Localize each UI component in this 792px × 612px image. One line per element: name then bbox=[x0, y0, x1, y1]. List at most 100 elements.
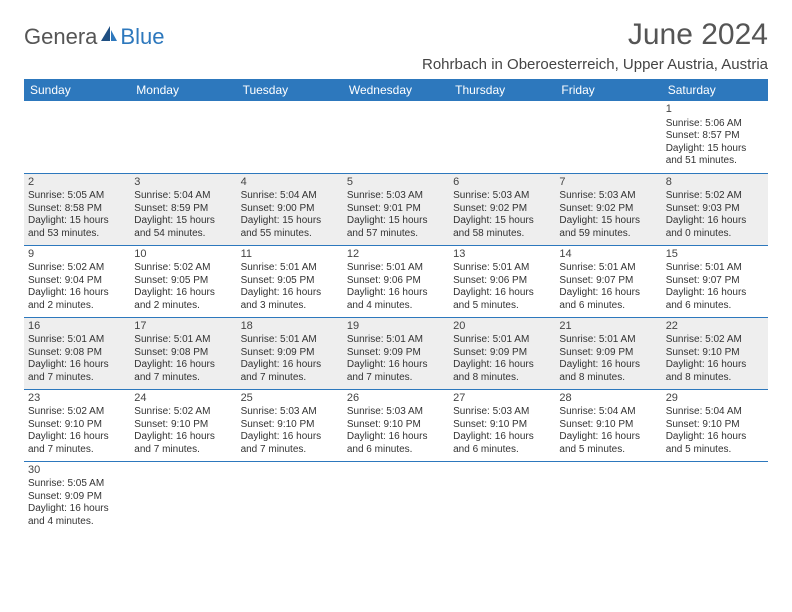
sunset-text: Sunset: 8:57 PM bbox=[666, 130, 764, 143]
daylight-text: Daylight: 16 hours and 7 minutes. bbox=[241, 359, 339, 384]
calendar-week-row: 23Sunrise: 5:02 AMSunset: 9:10 PMDayligh… bbox=[24, 389, 768, 461]
sunrise-text: Sunrise: 5:02 AM bbox=[134, 406, 232, 419]
sunset-text: Sunset: 9:02 PM bbox=[559, 203, 657, 216]
daylight-text: Daylight: 16 hours and 5 minutes. bbox=[666, 431, 764, 456]
calendar-header-row: Sunday Monday Tuesday Wednesday Thursday… bbox=[24, 79, 768, 101]
calendar-day-cell: 24Sunrise: 5:02 AMSunset: 9:10 PMDayligh… bbox=[130, 389, 236, 461]
day-number: 21 bbox=[559, 320, 657, 334]
sunset-text: Sunset: 9:03 PM bbox=[666, 203, 764, 216]
daylight-text: Daylight: 16 hours and 6 minutes. bbox=[666, 287, 764, 312]
sunrise-text: Sunrise: 5:03 AM bbox=[347, 190, 445, 203]
daylight-text: Daylight: 16 hours and 7 minutes. bbox=[241, 431, 339, 456]
title-block: June 2024 Rohrbach in Oberoesterreich, U… bbox=[422, 18, 768, 73]
calendar-day-cell: 13Sunrise: 5:01 AMSunset: 9:06 PMDayligh… bbox=[449, 245, 555, 317]
calendar-day-cell: 28Sunrise: 5:04 AMSunset: 9:10 PMDayligh… bbox=[555, 389, 661, 461]
calendar-day-cell bbox=[130, 101, 236, 173]
daylight-text: Daylight: 16 hours and 6 minutes. bbox=[453, 431, 551, 456]
sunrise-text: Sunrise: 5:02 AM bbox=[666, 190, 764, 203]
day-number: 12 bbox=[347, 248, 445, 262]
sunset-text: Sunset: 9:10 PM bbox=[241, 419, 339, 432]
daylight-text: Daylight: 16 hours and 4 minutes. bbox=[347, 287, 445, 312]
calendar-day-cell: 29Sunrise: 5:04 AMSunset: 9:10 PMDayligh… bbox=[662, 389, 768, 461]
sunset-text: Sunset: 9:09 PM bbox=[241, 347, 339, 360]
calendar-day-cell: 7Sunrise: 5:03 AMSunset: 9:02 PMDaylight… bbox=[555, 173, 661, 245]
day-number: 28 bbox=[559, 392, 657, 406]
sunset-text: Sunset: 9:10 PM bbox=[347, 419, 445, 432]
sunset-text: Sunset: 9:02 PM bbox=[453, 203, 551, 216]
calendar-day-cell: 10Sunrise: 5:02 AMSunset: 9:05 PMDayligh… bbox=[130, 245, 236, 317]
day-number: 2 bbox=[28, 176, 126, 190]
day-number: 9 bbox=[28, 248, 126, 262]
calendar-day-cell: 18Sunrise: 5:01 AMSunset: 9:09 PMDayligh… bbox=[237, 317, 343, 389]
page-title: June 2024 bbox=[422, 18, 768, 52]
sunset-text: Sunset: 9:00 PM bbox=[241, 203, 339, 216]
calendar-table: Sunday Monday Tuesday Wednesday Thursday… bbox=[24, 79, 768, 533]
daylight-text: Daylight: 16 hours and 6 minutes. bbox=[347, 431, 445, 456]
sunrise-text: Sunrise: 5:05 AM bbox=[28, 478, 126, 491]
day-header: Saturday bbox=[662, 79, 768, 101]
sunset-text: Sunset: 9:06 PM bbox=[347, 275, 445, 288]
calendar-day-cell: 11Sunrise: 5:01 AMSunset: 9:05 PMDayligh… bbox=[237, 245, 343, 317]
day-number: 17 bbox=[134, 320, 232, 334]
calendar-day-cell: 20Sunrise: 5:01 AMSunset: 9:09 PMDayligh… bbox=[449, 317, 555, 389]
calendar-day-cell: 27Sunrise: 5:03 AMSunset: 9:10 PMDayligh… bbox=[449, 389, 555, 461]
daylight-text: Daylight: 16 hours and 7 minutes. bbox=[28, 359, 126, 384]
calendar-day-cell bbox=[237, 101, 343, 173]
daylight-text: Daylight: 16 hours and 7 minutes. bbox=[28, 431, 126, 456]
sunrise-text: Sunrise: 5:03 AM bbox=[453, 406, 551, 419]
day-number: 23 bbox=[28, 392, 126, 406]
sunrise-text: Sunrise: 5:04 AM bbox=[241, 190, 339, 203]
logo: Genera Blue bbox=[24, 18, 164, 50]
day-number: 20 bbox=[453, 320, 551, 334]
day-header: Tuesday bbox=[237, 79, 343, 101]
daylight-text: Daylight: 15 hours and 51 minutes. bbox=[666, 143, 764, 168]
calendar-day-cell bbox=[237, 461, 343, 533]
sunset-text: Sunset: 9:07 PM bbox=[666, 275, 764, 288]
calendar-day-cell: 17Sunrise: 5:01 AMSunset: 9:08 PMDayligh… bbox=[130, 317, 236, 389]
day-number: 15 bbox=[666, 248, 764, 262]
day-number: 5 bbox=[347, 176, 445, 190]
calendar-day-cell bbox=[130, 461, 236, 533]
calendar-day-cell: 16Sunrise: 5:01 AMSunset: 9:08 PMDayligh… bbox=[24, 317, 130, 389]
sunset-text: Sunset: 8:58 PM bbox=[28, 203, 126, 216]
calendar-week-row: 9Sunrise: 5:02 AMSunset: 9:04 PMDaylight… bbox=[24, 245, 768, 317]
calendar-day-cell bbox=[343, 461, 449, 533]
daylight-text: Daylight: 16 hours and 8 minutes. bbox=[453, 359, 551, 384]
day-header: Friday bbox=[555, 79, 661, 101]
daylight-text: Daylight: 16 hours and 4 minutes. bbox=[28, 503, 126, 528]
daylight-text: Daylight: 16 hours and 0 minutes. bbox=[666, 215, 764, 240]
day-number: 19 bbox=[347, 320, 445, 334]
day-header: Monday bbox=[130, 79, 236, 101]
sunrise-text: Sunrise: 5:02 AM bbox=[28, 262, 126, 275]
calendar-day-cell bbox=[662, 461, 768, 533]
calendar-week-row: 16Sunrise: 5:01 AMSunset: 9:08 PMDayligh… bbox=[24, 317, 768, 389]
calendar-week-row: 1Sunrise: 5:06 AMSunset: 8:57 PMDaylight… bbox=[24, 101, 768, 173]
daylight-text: Daylight: 16 hours and 2 minutes. bbox=[134, 287, 232, 312]
sunrise-text: Sunrise: 5:01 AM bbox=[666, 262, 764, 275]
daylight-text: Daylight: 15 hours and 57 minutes. bbox=[347, 215, 445, 240]
sunrise-text: Sunrise: 5:02 AM bbox=[134, 262, 232, 275]
calendar-day-cell: 22Sunrise: 5:02 AMSunset: 9:10 PMDayligh… bbox=[662, 317, 768, 389]
sunrise-text: Sunrise: 5:05 AM bbox=[28, 190, 126, 203]
day-number: 7 bbox=[559, 176, 657, 190]
sunset-text: Sunset: 9:05 PM bbox=[134, 275, 232, 288]
day-number: 26 bbox=[347, 392, 445, 406]
daylight-text: Daylight: 15 hours and 58 minutes. bbox=[453, 215, 551, 240]
sunrise-text: Sunrise: 5:06 AM bbox=[666, 118, 764, 131]
calendar-day-cell bbox=[24, 101, 130, 173]
calendar-day-cell: 30Sunrise: 5:05 AMSunset: 9:09 PMDayligh… bbox=[24, 461, 130, 533]
sunset-text: Sunset: 9:07 PM bbox=[559, 275, 657, 288]
sunset-text: Sunset: 9:08 PM bbox=[28, 347, 126, 360]
daylight-text: Daylight: 16 hours and 6 minutes. bbox=[559, 287, 657, 312]
calendar-page: Genera Blue June 2024 Rohrbach in Oberoe… bbox=[0, 0, 792, 545]
day-header: Wednesday bbox=[343, 79, 449, 101]
day-number: 25 bbox=[241, 392, 339, 406]
sunrise-text: Sunrise: 5:02 AM bbox=[666, 334, 764, 347]
daylight-text: Daylight: 16 hours and 8 minutes. bbox=[559, 359, 657, 384]
daylight-text: Daylight: 16 hours and 5 minutes. bbox=[559, 431, 657, 456]
calendar-day-cell: 12Sunrise: 5:01 AMSunset: 9:06 PMDayligh… bbox=[343, 245, 449, 317]
day-number: 30 bbox=[28, 464, 126, 478]
sunrise-text: Sunrise: 5:01 AM bbox=[347, 262, 445, 275]
sunset-text: Sunset: 9:09 PM bbox=[559, 347, 657, 360]
calendar-day-cell: 26Sunrise: 5:03 AMSunset: 9:10 PMDayligh… bbox=[343, 389, 449, 461]
